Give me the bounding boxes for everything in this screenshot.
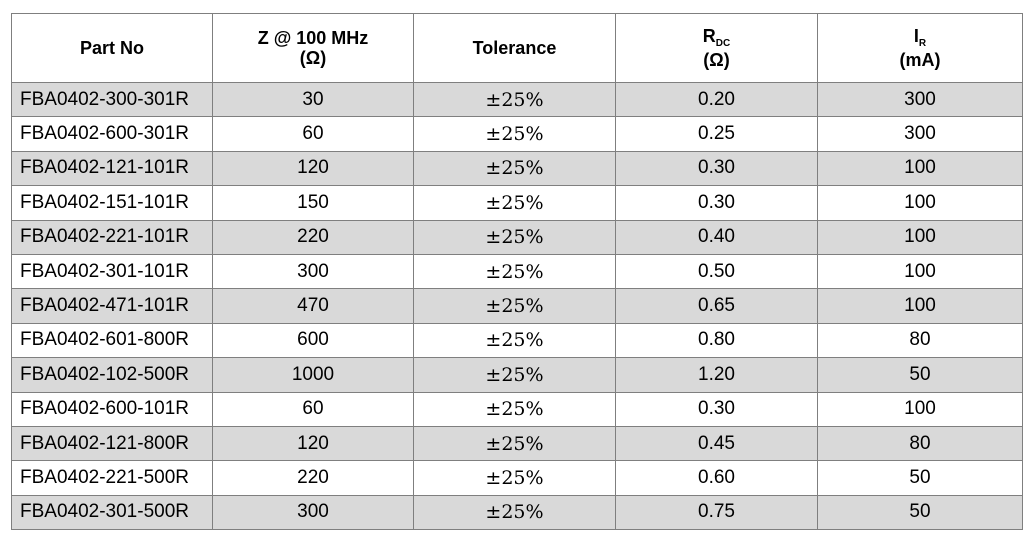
table-row: FBA0402-121-800R 120 ±25% 0.45 80 (11, 425, 1023, 462)
table-row: FBA0402-151-101R 150 ±25% 0.30 100 (11, 185, 1023, 221)
cell-ir: 300 (817, 81, 1023, 118)
cell-part-no: FBA0402-600-301R (11, 116, 213, 152)
cell-rdc: 0.80 (615, 322, 818, 359)
header-rdc-unit: (Ω) (703, 50, 730, 70)
cell-rdc: 0.30 (615, 185, 818, 221)
cell-part-no: FBA0402-601-800R (11, 322, 213, 359)
table-row: FBA0402-301-500R 300 ±25% 0.75 50 (11, 494, 1023, 531)
cell-part-no: FBA0402-221-101R (11, 219, 213, 255)
header-row: Part No Z @ 100 MHz (Ω) Tolerance RDC (Ω… (11, 13, 1023, 83)
cell-tolerance: ±25% (413, 322, 616, 359)
cell-rdc: 0.75 (615, 494, 818, 531)
cell-ir: 50 (817, 357, 1023, 393)
header-impedance: Z @ 100 MHz (Ω) (212, 13, 414, 83)
header-tolerance: Tolerance (413, 13, 616, 83)
cell-rdc: 1.20 (615, 357, 818, 393)
cell-impedance: 60 (212, 116, 414, 152)
header-ir: IR (mA) (817, 13, 1023, 83)
cell-tolerance: ±25% (413, 185, 616, 221)
table-row: FBA0402-300-301R 30 ±25% 0.20 300 (11, 81, 1023, 118)
cell-part-no: FBA0402-121-101R (11, 150, 213, 187)
cell-ir: 80 (817, 322, 1023, 359)
header-ir-label: IR (818, 26, 1022, 50)
cell-impedance: 120 (212, 150, 414, 187)
cell-rdc: 0.60 (615, 460, 818, 496)
cell-tolerance: ±25% (413, 116, 616, 152)
cell-tolerance: ±25% (413, 357, 616, 393)
cell-part-no: FBA0402-221-500R (11, 460, 213, 496)
cell-part-no: FBA0402-301-101R (11, 253, 213, 290)
cell-part-no: FBA0402-301-500R (11, 494, 213, 531)
table-row: FBA0402-601-800R 600 ±25% 0.80 80 (11, 322, 1023, 359)
cell-impedance: 30 (212, 81, 414, 118)
cell-part-no: FBA0402-471-101R (11, 288, 213, 324)
cell-tolerance: ±25% (413, 81, 616, 118)
header-part-no-label: Part No (79, 38, 144, 58)
cell-tolerance: ±25% (413, 150, 616, 187)
cell-ir: 100 (817, 219, 1023, 255)
header-impedance-unit: (Ω) (299, 48, 327, 68)
cell-impedance: 600 (212, 322, 414, 359)
cell-ir: 100 (817, 253, 1023, 290)
cell-impedance: 120 (212, 425, 414, 462)
cell-impedance: 220 (212, 460, 414, 496)
cell-impedance: 60 (212, 391, 414, 427)
cell-tolerance: ±25% (413, 253, 616, 290)
header-rdc: RDC (Ω) (615, 13, 818, 83)
header-rdc-label: RDC (616, 26, 817, 50)
cell-rdc: 0.25 (615, 116, 818, 152)
cell-part-no: FBA0402-600-101R (11, 391, 213, 427)
table-row: FBA0402-121-101R 120 ±25% 0.30 100 (11, 150, 1023, 187)
cell-impedance: 300 (212, 494, 414, 531)
header-ir-subscript: R (918, 38, 927, 49)
cell-ir: 50 (817, 460, 1023, 496)
header-ir-main: I (913, 26, 919, 46)
cell-part-no: FBA0402-102-500R (11, 357, 213, 393)
cell-part-no: FBA0402-151-101R (11, 185, 213, 221)
table-body: FBA0402-300-301R 30 ±25% 0.20 300 FBA040… (11, 81, 1023, 531)
cell-impedance: 1000 (212, 357, 414, 393)
table-row: FBA0402-600-101R 60 ±25% 0.30 100 (11, 391, 1023, 427)
table-row: FBA0402-221-500R 220 ±25% 0.60 50 (11, 460, 1023, 496)
cell-tolerance: ±25% (413, 460, 616, 496)
cell-ir: 50 (817, 494, 1023, 531)
table-row: FBA0402-301-101R 300 ±25% 0.50 100 (11, 253, 1023, 290)
cell-ir: 100 (817, 288, 1023, 324)
header-part-no: Part No (11, 13, 213, 83)
cell-tolerance: ±25% (413, 425, 616, 462)
cell-part-no: FBA0402-121-800R (11, 425, 213, 462)
table-row: FBA0402-221-101R 220 ±25% 0.40 100 (11, 219, 1023, 255)
cell-rdc: 0.65 (615, 288, 818, 324)
cell-tolerance: ±25% (413, 391, 616, 427)
table-row: FBA0402-600-301R 60 ±25% 0.25 300 (11, 116, 1023, 152)
cell-ir: 100 (817, 185, 1023, 221)
header-ir-unit: (mA) (899, 50, 941, 70)
cell-part-no: FBA0402-300-301R (11, 81, 213, 118)
cell-rdc: 0.30 (615, 391, 818, 427)
header-tolerance-label: Tolerance (472, 38, 557, 58)
cell-tolerance: ±25% (413, 288, 616, 324)
cell-impedance: 300 (212, 253, 414, 290)
cell-ir: 100 (817, 391, 1023, 427)
cell-ir: 80 (817, 425, 1023, 462)
cell-tolerance: ±25% (413, 219, 616, 255)
cell-impedance: 470 (212, 288, 414, 324)
cell-ir: 100 (817, 150, 1023, 187)
table-row: FBA0402-471-101R 470 ±25% 0.65 100 (11, 288, 1023, 324)
cell-rdc: 0.45 (615, 425, 818, 462)
cell-impedance: 220 (212, 219, 414, 255)
cell-rdc: 0.40 (615, 219, 818, 255)
cell-tolerance: ±25% (413, 494, 616, 531)
header-rdc-main: R (702, 26, 716, 46)
cell-rdc: 0.30 (615, 150, 818, 187)
cell-impedance: 150 (212, 185, 414, 221)
cell-rdc: 0.20 (615, 81, 818, 118)
cell-ir: 300 (817, 116, 1023, 152)
header-rdc-subscript: DC (715, 38, 731, 49)
cell-rdc: 0.50 (615, 253, 818, 290)
spec-table: Part No Z @ 100 MHz (Ω) Tolerance RDC (Ω… (11, 13, 1023, 531)
table-row: FBA0402-102-500R 1000 ±25% 1.20 50 (11, 357, 1023, 393)
header-impedance-label: Z @ 100 MHz (257, 28, 369, 48)
